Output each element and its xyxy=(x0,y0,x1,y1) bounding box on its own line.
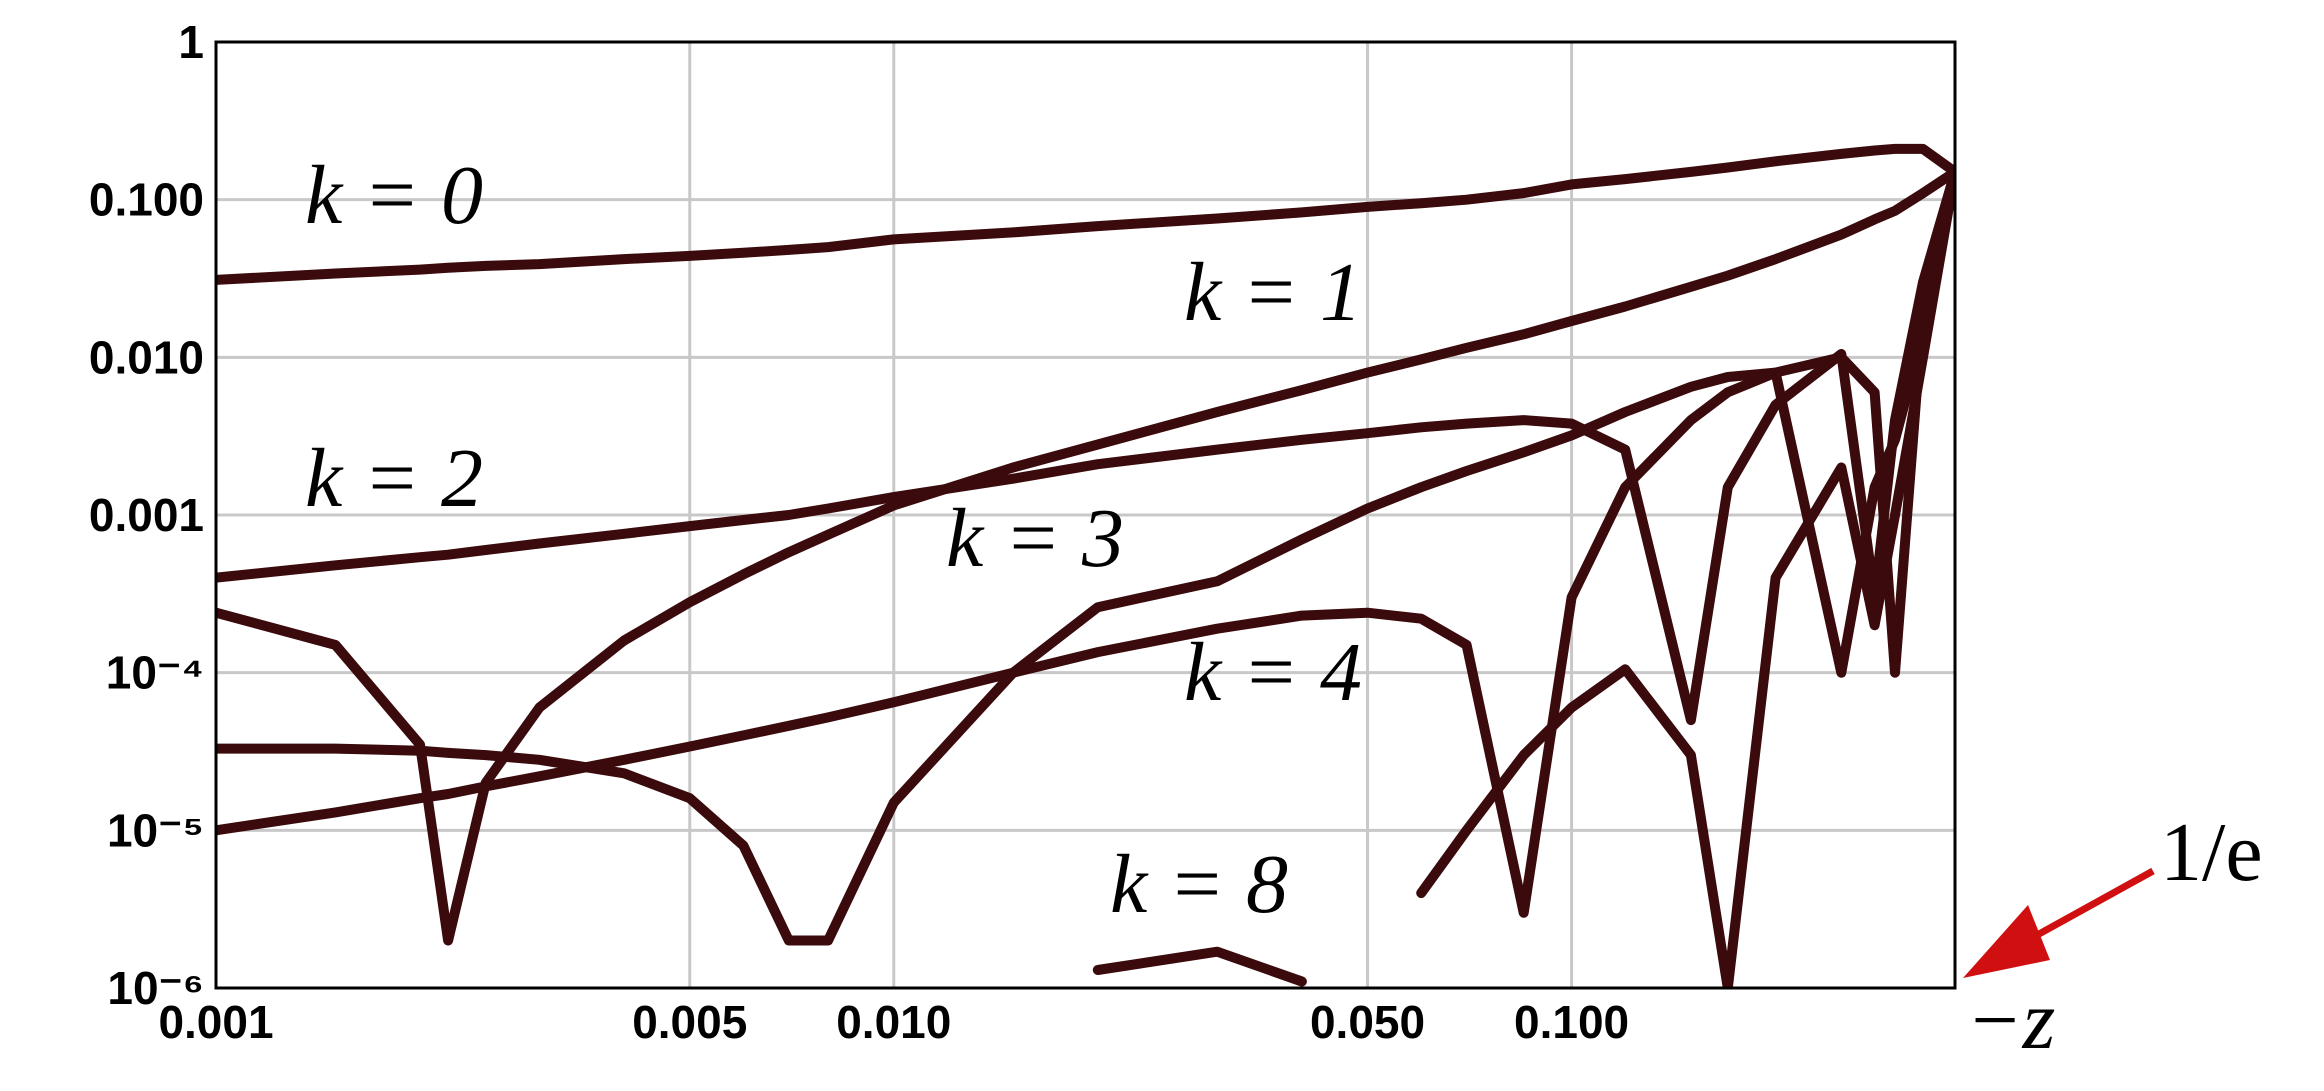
x-tick-label: 0.001 xyxy=(158,996,273,1048)
series-label: k = 1 xyxy=(1184,246,1362,339)
series-line xyxy=(1092,166,1955,988)
grid xyxy=(214,40,1955,990)
x-tick-label: 0.005 xyxy=(632,996,747,1048)
x-tick-label: 0.100 xyxy=(1514,996,1629,1048)
series-line xyxy=(216,166,1955,946)
plot-area xyxy=(216,143,1955,988)
labels: 0.001 0.005 0.010 0.050 0.100 10⁻⁶ 10⁻⁵ 10⁻⁴ 0.0… xyxy=(89,16,2263,1067)
plot-frame xyxy=(214,40,1957,990)
series-line xyxy=(216,166,1955,946)
series-label: k = 0 xyxy=(305,149,483,242)
series-label: k = 2 xyxy=(305,432,483,525)
x-tick-label: 0.050 xyxy=(1310,996,1425,1048)
y-tick-label: 10⁻⁵ xyxy=(107,804,204,856)
y-tick-label: 10⁻⁴ xyxy=(106,647,204,699)
series-line xyxy=(216,143,1955,285)
y-tick-label: 1 xyxy=(178,16,204,68)
series-line xyxy=(216,166,1955,918)
y-tick-label: 0.010 xyxy=(89,331,204,383)
series-label: k = 4 xyxy=(1184,626,1362,719)
series-line xyxy=(216,166,1955,726)
y-tick-label: 10⁻⁶ xyxy=(107,962,204,1014)
annotation: 1/e xyxy=(2160,806,2263,899)
series-label: k = 8 xyxy=(1110,838,1288,931)
x-tick-label: 0.010 xyxy=(836,996,951,1048)
series-label: k = 3 xyxy=(946,492,1124,585)
y-tick-label: 0.001 xyxy=(89,489,204,541)
arrow-head xyxy=(1963,905,2050,978)
y-tick-label: 0.100 xyxy=(89,174,204,226)
x-axis-label: −z xyxy=(1966,974,2055,1067)
